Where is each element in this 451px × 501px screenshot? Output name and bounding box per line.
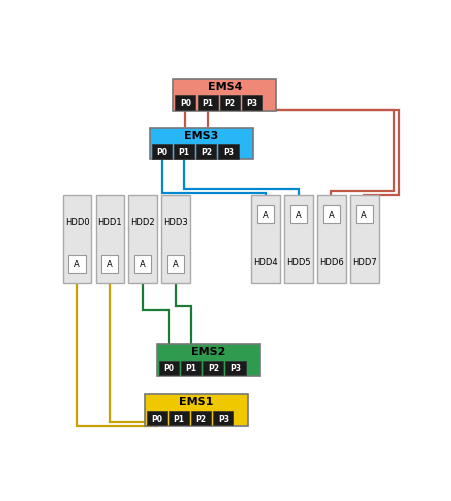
FancyBboxPatch shape <box>251 195 280 284</box>
FancyBboxPatch shape <box>159 361 179 375</box>
FancyBboxPatch shape <box>290 206 307 223</box>
FancyBboxPatch shape <box>226 361 245 375</box>
FancyBboxPatch shape <box>323 206 340 223</box>
FancyBboxPatch shape <box>317 195 346 284</box>
FancyBboxPatch shape <box>157 344 260 376</box>
Text: HDD7: HDD7 <box>352 257 377 266</box>
Text: HDD3: HDD3 <box>163 217 188 226</box>
Text: P1: P1 <box>174 414 184 423</box>
FancyBboxPatch shape <box>175 96 195 111</box>
Text: A: A <box>361 210 367 219</box>
Text: HDD6: HDD6 <box>319 257 344 266</box>
FancyBboxPatch shape <box>169 411 189 425</box>
FancyBboxPatch shape <box>181 361 201 375</box>
Text: P3: P3 <box>218 414 229 423</box>
Text: A: A <box>140 260 146 269</box>
FancyBboxPatch shape <box>167 256 184 273</box>
FancyBboxPatch shape <box>174 145 194 159</box>
Text: HDD2: HDD2 <box>130 217 155 226</box>
Text: P1: P1 <box>202 99 213 108</box>
Text: P2: P2 <box>196 414 207 423</box>
FancyBboxPatch shape <box>196 145 216 159</box>
FancyBboxPatch shape <box>242 96 262 111</box>
Text: P2: P2 <box>208 364 219 373</box>
FancyBboxPatch shape <box>69 256 86 273</box>
Text: P3: P3 <box>246 99 258 108</box>
FancyBboxPatch shape <box>191 411 211 425</box>
FancyBboxPatch shape <box>350 195 379 284</box>
Text: P3: P3 <box>230 364 241 373</box>
Text: EMS3: EMS3 <box>184 130 219 140</box>
Text: P0: P0 <box>151 414 162 423</box>
FancyBboxPatch shape <box>161 195 190 284</box>
FancyBboxPatch shape <box>203 361 223 375</box>
Text: HDD0: HDD0 <box>64 217 89 226</box>
FancyBboxPatch shape <box>198 96 218 111</box>
Text: P2: P2 <box>224 99 235 108</box>
FancyBboxPatch shape <box>152 145 172 159</box>
FancyBboxPatch shape <box>173 80 276 111</box>
Text: EMS4: EMS4 <box>207 82 242 92</box>
Text: P2: P2 <box>201 148 212 157</box>
FancyBboxPatch shape <box>284 195 313 284</box>
Text: P3: P3 <box>223 148 234 157</box>
Text: A: A <box>107 260 113 269</box>
Text: P1: P1 <box>179 148 190 157</box>
FancyBboxPatch shape <box>150 128 253 160</box>
FancyBboxPatch shape <box>213 411 233 425</box>
Text: P0: P0 <box>156 148 167 157</box>
Text: A: A <box>263 210 269 219</box>
FancyBboxPatch shape <box>101 256 119 273</box>
Text: P0: P0 <box>163 364 175 373</box>
Text: A: A <box>173 260 179 269</box>
Text: EMS1: EMS1 <box>179 397 213 406</box>
FancyBboxPatch shape <box>145 395 248 426</box>
Text: A: A <box>74 260 80 269</box>
Text: P1: P1 <box>186 364 197 373</box>
FancyBboxPatch shape <box>134 256 151 273</box>
Text: P0: P0 <box>180 99 191 108</box>
Text: A: A <box>296 210 301 219</box>
FancyBboxPatch shape <box>220 96 240 111</box>
Text: A: A <box>329 210 334 219</box>
Text: EMS2: EMS2 <box>191 346 226 356</box>
Text: HDD1: HDD1 <box>97 217 122 226</box>
Text: HDD4: HDD4 <box>253 257 278 266</box>
FancyBboxPatch shape <box>218 145 239 159</box>
FancyBboxPatch shape <box>96 195 124 284</box>
FancyBboxPatch shape <box>63 195 92 284</box>
FancyBboxPatch shape <box>356 206 373 223</box>
Text: HDD5: HDD5 <box>286 257 311 266</box>
FancyBboxPatch shape <box>129 195 157 284</box>
FancyBboxPatch shape <box>147 411 167 425</box>
FancyBboxPatch shape <box>257 206 274 223</box>
